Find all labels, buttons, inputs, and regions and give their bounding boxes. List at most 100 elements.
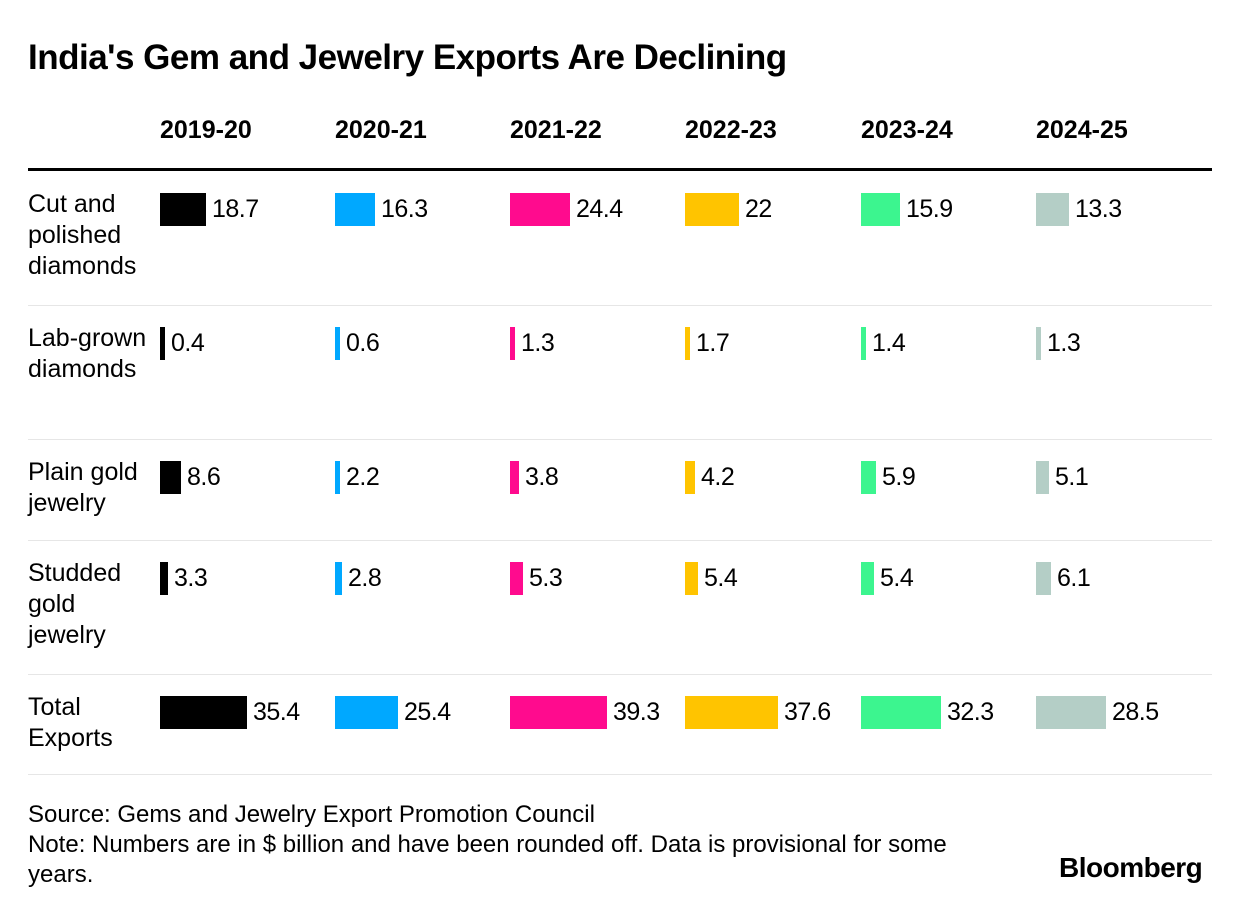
row-label: Studded gold jewelry bbox=[28, 559, 122, 649]
value-label: 5.4 bbox=[704, 564, 738, 592]
value-bar bbox=[160, 562, 168, 595]
value-bar bbox=[160, 696, 247, 729]
data-cell: 16.3 bbox=[335, 193, 428, 226]
bloomberg-logo: Bloomberg bbox=[1059, 852, 1203, 883]
data-cell: 15.9 bbox=[861, 193, 953, 226]
value-label: 2.8 bbox=[348, 564, 382, 592]
value-label: 25.4 bbox=[404, 698, 451, 726]
data-cell: 4.2 bbox=[685, 461, 735, 494]
data-cell: 28.5 bbox=[1036, 696, 1159, 729]
value-label: 4.2 bbox=[701, 463, 735, 491]
data-cell: 2.2 bbox=[335, 461, 380, 494]
value-label: 28.5 bbox=[1112, 698, 1159, 726]
value-label: 5.4 bbox=[880, 564, 914, 592]
value-label: 5.9 bbox=[882, 463, 916, 491]
value-label: 1.4 bbox=[872, 329, 906, 357]
value-label: 13.3 bbox=[1075, 195, 1122, 223]
value-label: 35.4 bbox=[253, 698, 300, 726]
column-header-2023-24: 2023-24 bbox=[861, 116, 953, 144]
value-bar bbox=[861, 461, 876, 494]
data-cell: 37.6 bbox=[685, 696, 831, 729]
value-bar bbox=[510, 696, 607, 729]
data-cell: 1.4 bbox=[861, 327, 906, 360]
value-label: 32.3 bbox=[947, 698, 994, 726]
data-cell: 18.7 bbox=[160, 193, 259, 226]
value-bar bbox=[861, 327, 866, 360]
row-label: Total Exports bbox=[28, 693, 113, 752]
column-header-2022-23: 2022-23 bbox=[685, 116, 777, 144]
value-label: 8.6 bbox=[187, 463, 221, 491]
value-bar bbox=[160, 193, 206, 226]
data-cell: 6.1 bbox=[1036, 562, 1091, 595]
value-label: 2.2 bbox=[346, 463, 380, 491]
value-bar bbox=[335, 193, 375, 226]
value-label: 37.6 bbox=[784, 698, 831, 726]
value-bar bbox=[510, 327, 515, 360]
value-bar bbox=[510, 461, 519, 494]
value-bar bbox=[685, 193, 739, 226]
data-cell: 2.8 bbox=[335, 562, 382, 595]
value-label: 15.9 bbox=[906, 195, 953, 223]
value-bar bbox=[685, 562, 698, 595]
value-label: 22 bbox=[745, 195, 772, 223]
data-cell: 35.4 bbox=[160, 696, 300, 729]
column-header-2021-22: 2021-22 bbox=[510, 116, 602, 144]
data-cell: 3.8 bbox=[510, 461, 559, 494]
footer: Source: Gems and Jewelry Export Promotio… bbox=[28, 800, 968, 890]
value-label: 1.7 bbox=[696, 329, 730, 357]
data-cell: 25.4 bbox=[335, 696, 451, 729]
value-label: 16.3 bbox=[381, 195, 428, 223]
data-cell: 32.3 bbox=[861, 696, 994, 729]
value-bar bbox=[160, 461, 181, 494]
value-label: 5.1 bbox=[1055, 463, 1089, 491]
value-bar bbox=[1036, 327, 1041, 360]
table-row: Cut and polished diamonds 18.7 16.3 24.4 22 1… bbox=[28, 171, 1212, 306]
value-label: 3.3 bbox=[174, 564, 208, 592]
row-label: Plain gold jewelry bbox=[28, 458, 138, 517]
row-label: Cut and polished diamonds bbox=[28, 190, 137, 280]
value-label: 3.8 bbox=[525, 463, 559, 491]
data-cell: 22 bbox=[685, 193, 772, 226]
value-bar bbox=[510, 562, 523, 595]
chart-title: India's Gem and Jewelry Exports Are Decl… bbox=[28, 38, 787, 77]
value-label: 0.4 bbox=[171, 329, 205, 357]
value-bar bbox=[861, 193, 900, 226]
data-cell: 5.9 bbox=[861, 461, 916, 494]
value-bar bbox=[1036, 696, 1106, 729]
value-label: 0.6 bbox=[346, 329, 380, 357]
table-row: Lab-grown diamonds 0.4 0.6 1.3 1.7 1.4 1.3 bbox=[28, 305, 1212, 440]
data-cell: 5.3 bbox=[510, 562, 563, 595]
column-header-2020-21: 2020-21 bbox=[335, 116, 427, 144]
value-bar bbox=[1036, 461, 1049, 494]
data-cell: 39.3 bbox=[510, 696, 660, 729]
value-bar bbox=[160, 327, 165, 360]
value-bar bbox=[861, 562, 874, 595]
data-cell: 13.3 bbox=[1036, 193, 1122, 226]
note-text: Note: Numbers are in $ billion and have … bbox=[28, 831, 947, 888]
column-header-2024-25: 2024-25 bbox=[1036, 116, 1128, 144]
value-bar bbox=[335, 696, 398, 729]
value-label: 1.3 bbox=[1047, 329, 1081, 357]
column-header-row: 2019-20 2020-21 2021-22 2022-23 2023-24 2024-… bbox=[28, 112, 1212, 171]
table-row: Plain gold jewelry 8.6 2.2 3.8 4.2 5.9 5.1 bbox=[28, 439, 1212, 541]
value-bar bbox=[1036, 562, 1051, 595]
data-cell: 1.3 bbox=[510, 327, 555, 360]
data-cell: 5.4 bbox=[861, 562, 914, 595]
value-bar bbox=[1036, 193, 1069, 226]
data-cell: 0.4 bbox=[160, 327, 205, 360]
data-cell: 1.3 bbox=[1036, 327, 1081, 360]
source-text: Source: Gems and Jewelry Export Promotio… bbox=[28, 801, 595, 828]
value-label: 39.3 bbox=[613, 698, 660, 726]
column-header-2019-20: 2019-20 bbox=[160, 116, 252, 144]
table-row: Total Exports 35.4 25.4 39.3 37.6 32.3 28.5 bbox=[28, 674, 1212, 775]
data-cell: 1.7 bbox=[685, 327, 730, 360]
value-bar bbox=[510, 193, 570, 226]
table-row: Studded gold jewelry 3.3 2.8 5.3 5.4 5.4 6.1 bbox=[28, 540, 1212, 675]
value-label: 1.3 bbox=[521, 329, 555, 357]
value-bar bbox=[685, 461, 695, 494]
data-cell: 3.3 bbox=[160, 562, 208, 595]
data-cell: 8.6 bbox=[160, 461, 221, 494]
value-label: 18.7 bbox=[212, 195, 259, 223]
data-cell: 24.4 bbox=[510, 193, 623, 226]
value-bar bbox=[335, 562, 342, 595]
